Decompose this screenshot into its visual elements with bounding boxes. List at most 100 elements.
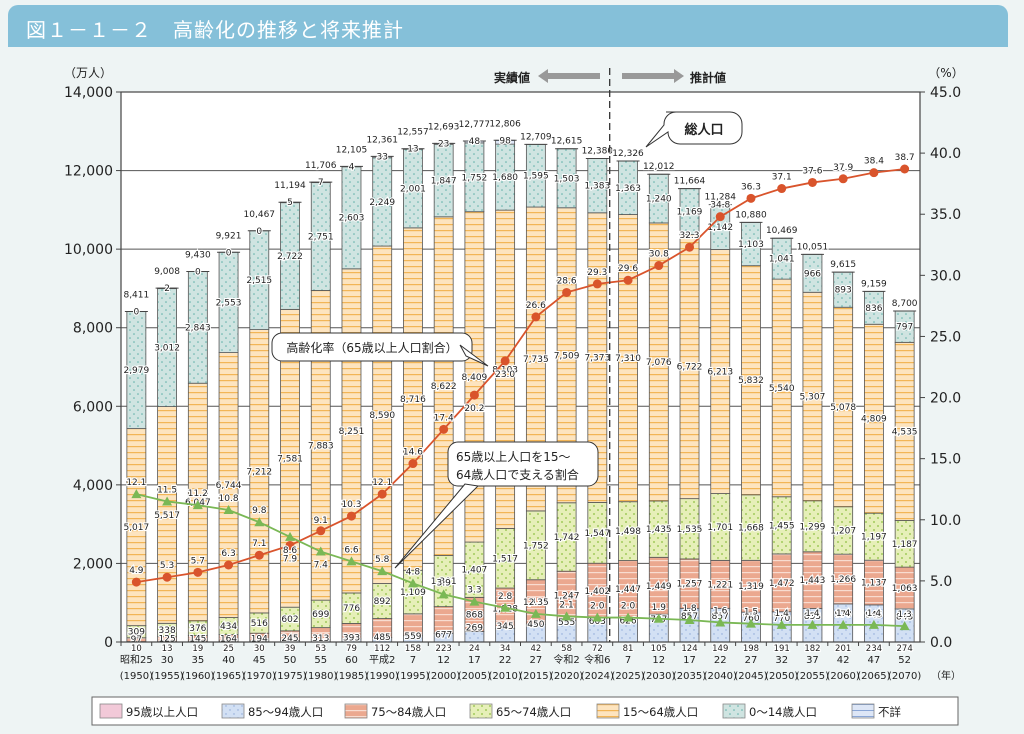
age65-74-label: 1,109: [400, 588, 426, 598]
support-ratio-label: 1.4: [836, 609, 851, 619]
bottom-small-label: 10: [131, 644, 142, 654]
age0-14-label: 1,041: [769, 255, 795, 265]
age65-74-label: 602: [281, 615, 298, 625]
age0-14-label: 1,680: [492, 173, 518, 183]
support-ratio-point: [868, 619, 879, 629]
age75-84-label: 1,247: [554, 592, 580, 602]
legend-item: 65～74歳人口: [469, 703, 571, 719]
age85-94-label: 970: [835, 610, 852, 620]
bottom-small-label: 79: [346, 644, 357, 654]
right-tick-label: 45.0: [930, 85, 961, 101]
x-year-label: (1980): [304, 671, 337, 682]
age65-74-label: 1,197: [861, 533, 887, 543]
age0-14-label: 2,979: [123, 366, 149, 376]
aging-rate-point: [592, 279, 602, 289]
total-label: 12,615: [551, 137, 583, 147]
age75-84-label: 1,449: [646, 582, 672, 592]
total-label: 11,194: [274, 181, 306, 191]
age65-74-label: 376: [189, 624, 206, 634]
total-label: 8,411: [123, 291, 149, 301]
age85-94-label: 164: [220, 635, 237, 645]
x-tick-label: 47: [868, 655, 881, 666]
age0-14-label: 1,169: [677, 208, 703, 218]
age65-74-label: 1,517: [492, 554, 518, 564]
age85-94-label: 603: [589, 617, 606, 627]
right-tick-label: 15.0: [930, 452, 961, 468]
age85-94-label: 945: [865, 610, 882, 620]
age75-84-label: 1,135: [523, 598, 549, 608]
support-ratio-point: [469, 596, 480, 606]
age65-74-label: 1,547: [584, 529, 610, 539]
bar-stack: [524, 143, 548, 643]
bar-stack: [370, 155, 394, 643]
total-label: 12,777: [459, 120, 491, 130]
support-ratio-point: [223, 505, 234, 514]
age85-94-label: 853: [804, 612, 821, 622]
legend-label: 75～84歳人口: [371, 705, 446, 719]
age15-64-label: 8,103: [492, 365, 518, 375]
aging-rate-label: 37.9: [833, 163, 853, 173]
total-callout-text: 総人口: [684, 122, 723, 138]
total-label: 12,709: [520, 132, 552, 142]
left-axis-unit: （万人）: [64, 66, 112, 80]
age0-14-label: 797: [896, 323, 913, 333]
support-ratio-point: [776, 619, 787, 629]
total-label: 10,051: [797, 242, 829, 252]
support-ratio-point: [745, 618, 756, 628]
support-ratio-point: [838, 619, 849, 629]
aging-rate-point: [346, 511, 356, 521]
support-ratio-label: 1.8: [682, 604, 697, 614]
legend-swatch: [469, 703, 493, 719]
support-ratio-label: 2.0: [590, 602, 605, 612]
x-year-label: (2050): [765, 671, 798, 682]
unknown-label: 98: [499, 136, 511, 146]
support-ratio-point: [162, 496, 173, 506]
bottom-small-label: 149: [712, 644, 728, 654]
unknown-label: 48: [469, 137, 481, 147]
bar-stack: [493, 139, 517, 643]
aging-rate-label: 12.1: [372, 478, 392, 488]
bar-segment-a75: [433, 606, 454, 634]
aging-rate-label: 5.7: [191, 556, 205, 566]
right-tick-label: 10.0: [930, 513, 961, 529]
support-callout-text-1: 65歳以上人口を15～: [456, 450, 571, 464]
total-label: 12,361: [366, 135, 398, 145]
total-label: 8,700: [892, 299, 918, 309]
left-tick-label: 8,000: [73, 321, 113, 337]
support-ratio-label: 7.4: [314, 561, 329, 571]
support-ratio-label: 11.5: [157, 485, 177, 495]
support-ratio-line: [136, 493, 905, 628]
x-tick-label: 45: [253, 655, 266, 666]
aging-rate-label: 4.9: [129, 566, 144, 576]
x-year-label: (2005): [458, 671, 491, 682]
bar-stack: [585, 157, 609, 643]
age75-84-label: 1,402: [584, 587, 610, 597]
legend-swatch: [596, 703, 620, 719]
age0-14-label: 2,249: [369, 198, 395, 208]
aging-rate-point: [439, 424, 449, 434]
aging-rate-label: 32.3: [679, 231, 699, 241]
x-year-label: (2055): [796, 671, 829, 682]
total-label: 10,467: [244, 210, 276, 220]
aging-rate-point: [838, 174, 848, 184]
age65-74-label: 1,435: [646, 525, 672, 535]
age0-14-label: 2,001: [400, 185, 426, 195]
bar-stack: [647, 173, 671, 643]
bar-stack: [616, 160, 640, 643]
age65-74-label: 1,535: [677, 525, 703, 535]
age65-74-label: 1,299: [800, 522, 826, 532]
age15-64-label: 5,017: [123, 523, 149, 533]
x-year-label: (1990): [366, 671, 399, 682]
bottom-small-label: 30: [254, 644, 265, 654]
support-ratio-point: [653, 613, 664, 623]
age15-64-label: 8,590: [369, 411, 395, 421]
support-ratio-label: 8.6: [283, 546, 298, 556]
aging-rate-label: 7.9: [283, 554, 298, 564]
x-tick-label: 32: [775, 655, 788, 666]
aging-rate-point: [900, 164, 910, 174]
bottom-small-label: 25: [223, 644, 234, 654]
age75-84-label: 1,221: [707, 580, 733, 590]
bottom-small-label: 42: [530, 644, 541, 654]
age75-84-label: 1,443: [800, 576, 826, 586]
support-ratio-point: [592, 612, 603, 622]
